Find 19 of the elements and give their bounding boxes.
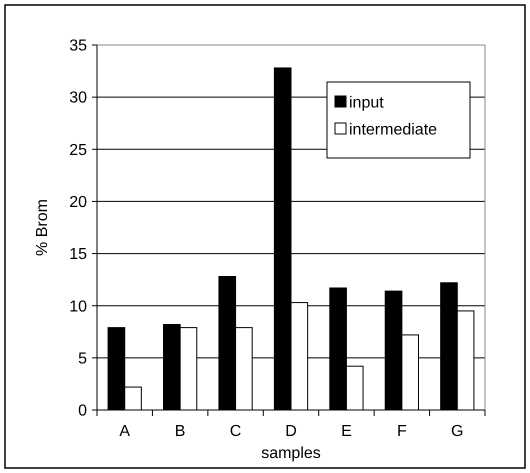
y-tick-label: 0 [78, 402, 88, 420]
x-tick-label: D [285, 423, 297, 440]
x-tick-label: F [396, 423, 407, 440]
x-axis-title: samples [261, 445, 321, 462]
y-tick-label: 25 [69, 142, 88, 159]
x-tick-label: C [230, 423, 242, 440]
x-tick-label: E [341, 423, 352, 440]
y-axis-title: % Brom [34, 199, 51, 256]
legend-label: intermediate [349, 122, 438, 139]
x-tick-label: A [119, 423, 130, 440]
x-tick-label: G [451, 423, 464, 440]
y-tick-label: 35 [69, 38, 88, 55]
y-tick-label: 15 [69, 246, 88, 264]
y-tick-label: 30 [69, 90, 88, 107]
x-tick-label: B [174, 423, 186, 440]
y-tick-label: 10 [69, 298, 88, 316]
y-tick-label: 20 [69, 194, 88, 212]
y-tick-label: 5 [78, 350, 88, 368]
legend-label: input [349, 94, 384, 112]
